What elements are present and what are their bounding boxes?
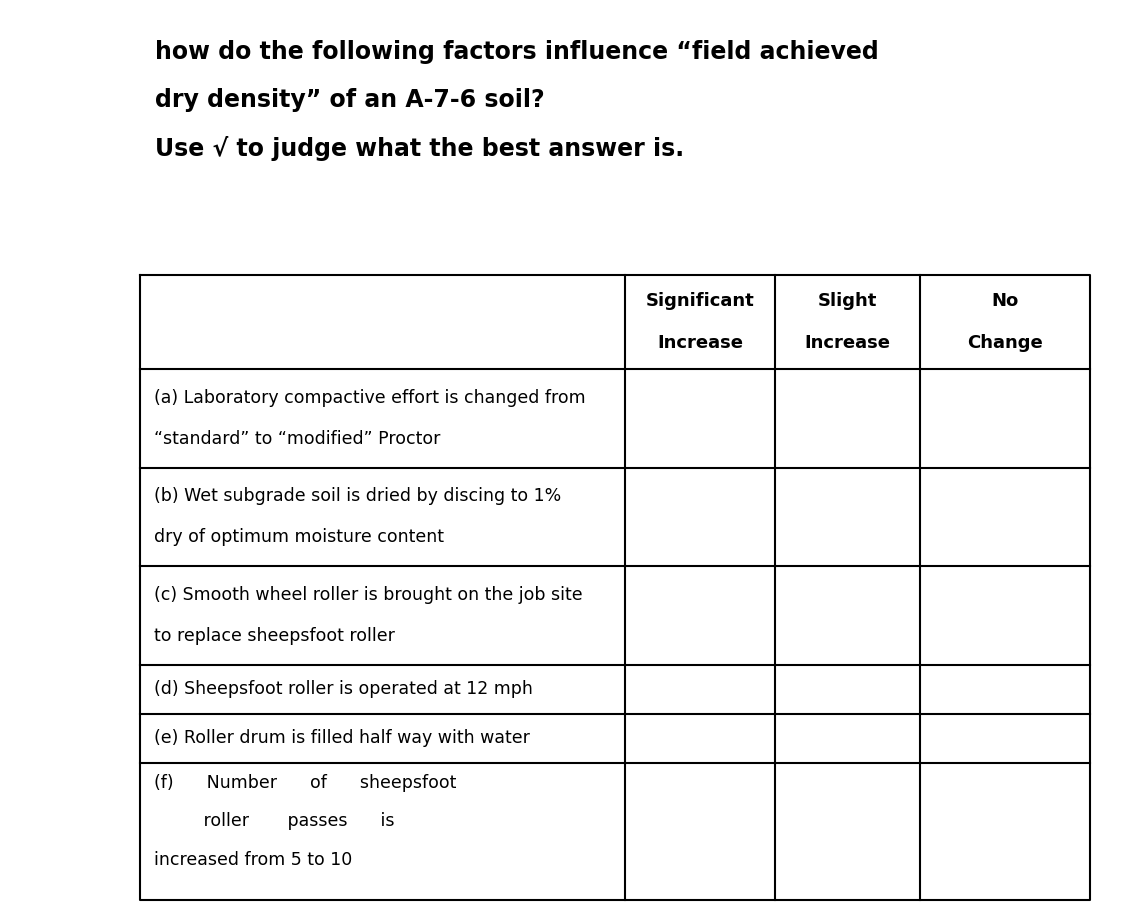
Text: dry density” of an A-7-6 soil?: dry density” of an A-7-6 soil? (155, 88, 544, 112)
Text: how do the following factors influence “field achieved: how do the following factors influence “… (155, 40, 879, 64)
Text: to replace sheepsfoot roller: to replace sheepsfoot roller (154, 627, 395, 645)
Text: “standard” to “modified” Proctor: “standard” to “modified” Proctor (154, 430, 440, 448)
Text: Use √ to judge what the best answer is.: Use √ to judge what the best answer is. (155, 136, 684, 161)
Text: roller       passes      is: roller passes is (154, 813, 395, 830)
Text: No: No (991, 292, 1018, 310)
Text: (b) Wet subgrade soil is dried by discing to 1%: (b) Wet subgrade soil is dried by discin… (154, 487, 561, 505)
Text: (a) Laboratory compactive effort is changed from: (a) Laboratory compactive effort is chan… (154, 389, 586, 407)
Text: dry of optimum moisture content: dry of optimum moisture content (154, 529, 444, 547)
Text: Increase: Increase (804, 334, 891, 352)
Text: (e) Roller drum is filled half way with water: (e) Roller drum is filled half way with … (154, 729, 530, 748)
Text: Change: Change (968, 334, 1043, 352)
Text: (d) Sheepsfoot roller is operated at 12 mph: (d) Sheepsfoot roller is operated at 12 … (154, 681, 533, 698)
Text: (c) Smooth wheel roller is brought on the job site: (c) Smooth wheel roller is brought on th… (154, 586, 583, 604)
Text: Significant: Significant (646, 292, 755, 310)
Text: increased from 5 to 10: increased from 5 to 10 (154, 851, 352, 869)
Text: Slight: Slight (818, 292, 878, 310)
Text: (f)      Number      of      sheepsfoot: (f) Number of sheepsfoot (154, 774, 457, 792)
Text: Increase: Increase (657, 334, 743, 352)
